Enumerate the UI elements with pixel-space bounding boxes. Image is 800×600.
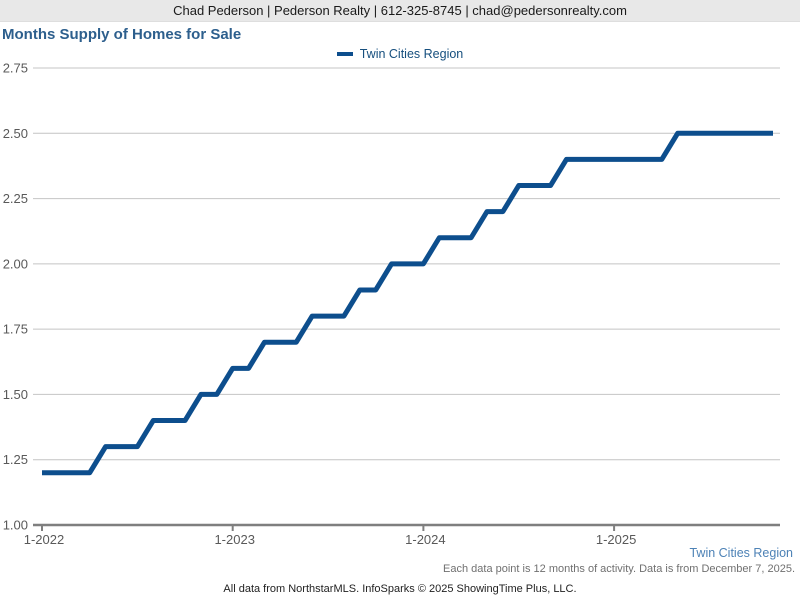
y-axis-tick-label: 1.75 (3, 322, 28, 337)
contact-bar: Chad Pederson | Pederson Realty | 612-32… (0, 0, 800, 22)
footer-data-note: Each data point is 12 months of activity… (443, 563, 795, 575)
y-axis-tick-label: 1.25 (3, 452, 28, 467)
y-axis-tick-label: 2.25 (3, 191, 28, 206)
series-line-twin-cities-region[interactable] (42, 130, 773, 476)
x-axis-tick-label: 1-2022 (24, 532, 64, 547)
x-axis-tick-label: 1-2025 (596, 532, 636, 547)
footer-credit-line: All data from NorthstarMLS. InfoSparks ©… (223, 583, 577, 595)
y-axis-tick-label: 1.50 (3, 387, 28, 402)
x-axis-tick-label: 1-2024 (405, 532, 445, 547)
chart-legend[interactable]: Twin Cities Region (0, 46, 800, 62)
y-axis-tick-label: 2.00 (3, 256, 28, 271)
page-title: Months Supply of Homes for Sale (2, 26, 242, 43)
y-axis-tick-label: 2.50 (3, 126, 28, 141)
legend-line-swatch (336, 52, 353, 56)
contact-line: Chad Pederson | Pederson Realty | 612-32… (173, 3, 627, 18)
y-axis-tick-label: 2.75 (3, 61, 28, 76)
footer-region-label[interactable]: Twin Cities Region (689, 546, 793, 560)
y-axis-tick-label: 1.00 (3, 518, 28, 533)
legend-item-label: Twin Cities Region (359, 47, 464, 61)
x-axis-tick-label: 1-2023 (214, 532, 254, 547)
